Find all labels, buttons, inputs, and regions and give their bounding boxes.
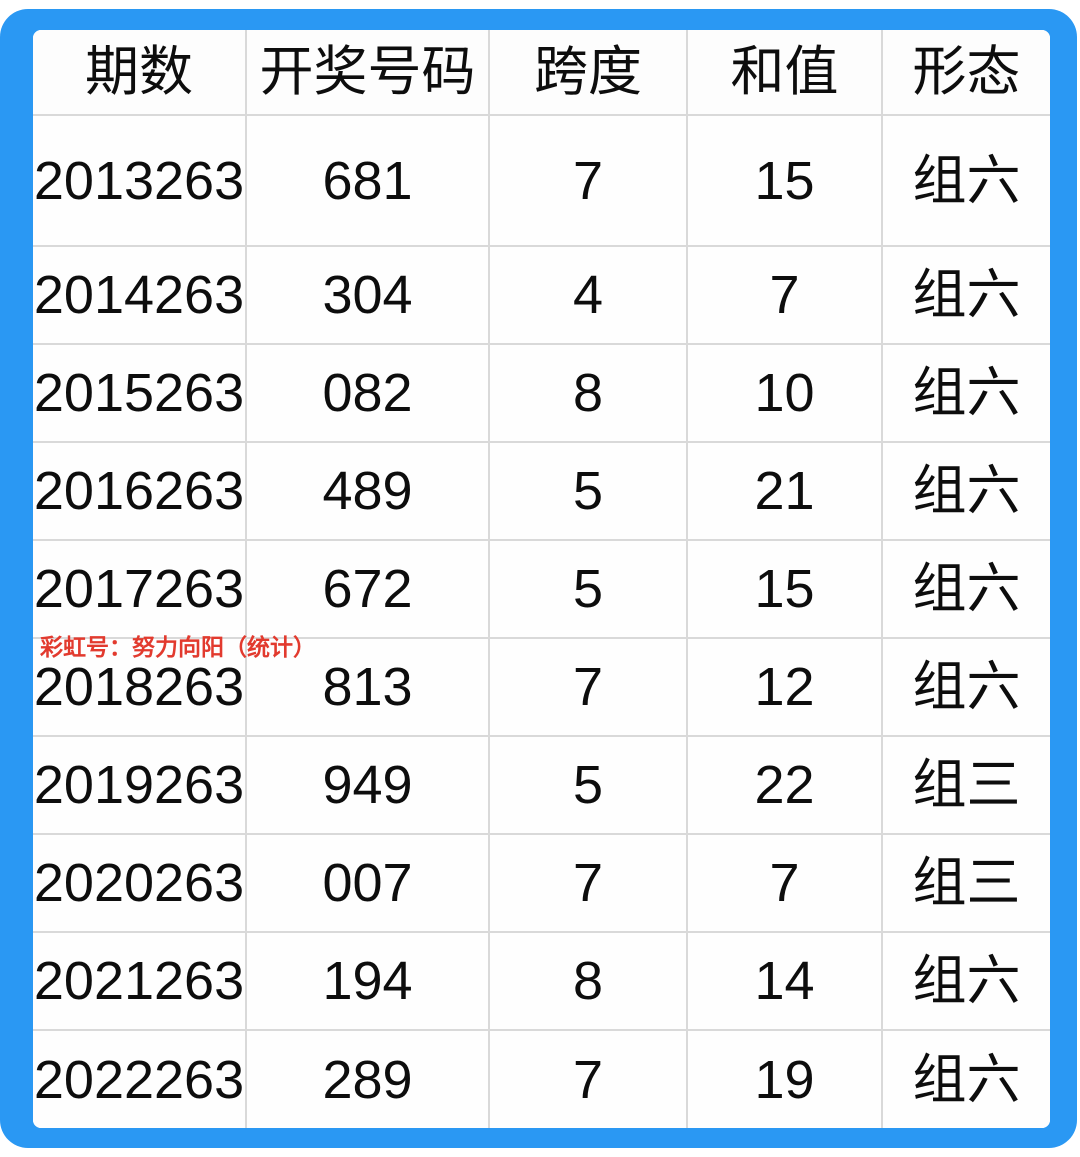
- header-cell: 开奖号码: [247, 30, 490, 116]
- table-cell: 8: [490, 345, 688, 443]
- table-cell: 5: [490, 737, 688, 835]
- table-cell: 组三: [883, 737, 1050, 835]
- watermark-text: 彩虹号：努力向阳（统计）: [40, 634, 316, 660]
- table-cell: 2021263: [33, 933, 247, 1031]
- table-cell: 672: [247, 541, 490, 639]
- table-cell: 组六: [883, 345, 1050, 443]
- header-cell: 形态: [883, 30, 1050, 116]
- table-cell: 组六: [883, 1031, 1050, 1128]
- table-cell: 15: [688, 116, 883, 247]
- table-cell: 7: [490, 835, 688, 933]
- table-cell: 194: [247, 933, 490, 1031]
- table-cell: 304: [247, 247, 490, 345]
- table-cell: 2016263: [33, 443, 247, 541]
- table-cell: 19: [688, 1031, 883, 1128]
- table-cell: 2020263: [33, 835, 247, 933]
- table-cell: 813: [247, 639, 490, 737]
- table-cell: 2018263: [33, 639, 247, 737]
- table-cell: 14: [688, 933, 883, 1031]
- table-cell: 组六: [883, 933, 1050, 1031]
- header-cell: 期数: [33, 30, 247, 116]
- table-cell: 22: [688, 737, 883, 835]
- table-cell: 5: [490, 443, 688, 541]
- table-cell: 7: [688, 247, 883, 345]
- table-cell: 2019263: [33, 737, 247, 835]
- lottery-results-table: 期数 开奖号码 跨度 和值 形态 2013263 681 7 15 组六 2014263 304 4 7 组…: [33, 30, 1050, 1128]
- table-cell: 10: [688, 345, 883, 443]
- table-cell: 2022263: [33, 1031, 247, 1128]
- table-cell: 2015263: [33, 345, 247, 443]
- table-cell: 2014263: [33, 247, 247, 345]
- table-cell: 7: [490, 116, 688, 247]
- table-cell: 组六: [883, 639, 1050, 737]
- table-cell: 8: [490, 933, 688, 1031]
- table-cell: 组六: [883, 116, 1050, 247]
- table-cell: 7: [688, 835, 883, 933]
- table-cell: 489: [247, 443, 490, 541]
- table-cell: 21: [688, 443, 883, 541]
- table-cell: 2017263: [33, 541, 247, 639]
- table-cell: 4: [490, 247, 688, 345]
- header-cell: 跨度: [490, 30, 688, 116]
- table-cell: 2013263: [33, 116, 247, 247]
- table-cell: 组三: [883, 835, 1050, 933]
- table-cell: 15: [688, 541, 883, 639]
- table-cell: 组六: [883, 541, 1050, 639]
- table-cell: 组六: [883, 443, 1050, 541]
- table-cell: 7: [490, 639, 688, 737]
- table-cell: 082: [247, 345, 490, 443]
- blue-frame: 期数 开奖号码 跨度 和值 形态 2013263 681 7 15 组六 2014263 304 4 7 组…: [0, 9, 1077, 1148]
- table-cell: 12: [688, 639, 883, 737]
- table-cell: 681: [247, 116, 490, 247]
- table-cell: 7: [490, 1031, 688, 1128]
- table-cell: 289: [247, 1031, 490, 1128]
- table-cell: 5: [490, 541, 688, 639]
- table-cell: 组六: [883, 247, 1050, 345]
- header-cell: 和值: [688, 30, 883, 116]
- table-cell: 007: [247, 835, 490, 933]
- table-cell: 949: [247, 737, 490, 835]
